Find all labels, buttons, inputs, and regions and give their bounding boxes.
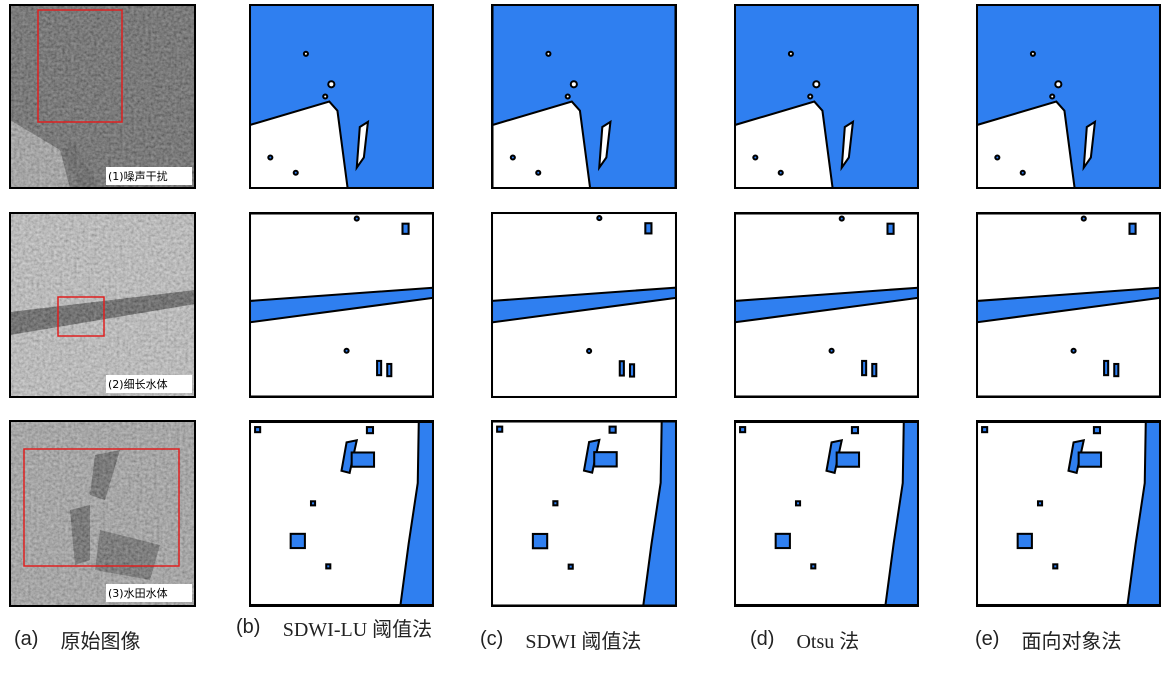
caption-letter: (a) (14, 628, 38, 651)
caption-letter: (d) (750, 628, 774, 651)
mask-grid (250, 5, 1160, 606)
figure: (1)噪声干扰 (2)细长水体 (3)水田水体 (a) 原始图像 (b) SDW… (0, 0, 1173, 696)
original-2: (2)细长水体 (10, 213, 195, 397)
caption-text: SDWI 阈值法 (525, 628, 641, 656)
caption-text: 面向对象法 (1021, 628, 1121, 656)
original-1: (1)噪声干扰 (10, 5, 195, 188)
caption-letter: (e) (975, 628, 999, 651)
panels: (1)噪声干扰 (2)细长水体 (3)水田水体 (0, 0, 1173, 696)
caption-text: 原始图像 (60, 628, 140, 656)
caption: (a) 原始图像 (14, 628, 140, 656)
original-3: (3)水田水体 (10, 421, 195, 606)
caption: (b) SDWI-LU 阈值法 (236, 616, 432, 644)
caption-letter: (c) (480, 628, 503, 651)
caption: (d) Otsu 法 (750, 628, 859, 656)
caption: (e) 面向对象法 (975, 628, 1121, 656)
panel-label: (2)细长水体 (108, 377, 168, 391)
caption-letter: (b) (236, 616, 260, 639)
panel-label: (1)噪声干扰 (108, 169, 168, 183)
caption: (c) SDWI 阈值法 (480, 628, 641, 656)
caption-text: Otsu 法 (796, 628, 859, 656)
panel-label: (3)水田水体 (108, 586, 168, 600)
caption-text: SDWI-LU 阈值法 (282, 616, 432, 644)
